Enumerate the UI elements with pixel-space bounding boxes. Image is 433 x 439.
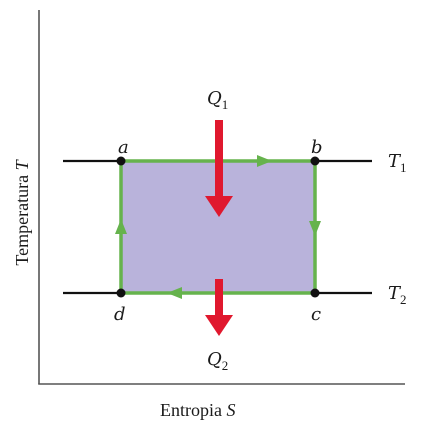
arrow-d-to-a bbox=[115, 219, 127, 234]
label-d: d bbox=[114, 304, 126, 325]
label-t2: T2 bbox=[388, 283, 407, 307]
arrow-b-to-c bbox=[309, 221, 321, 236]
point-c bbox=[310, 288, 320, 298]
label-c: c bbox=[311, 304, 321, 325]
label-a: a bbox=[118, 137, 129, 158]
arrow-a-to-b bbox=[257, 155, 272, 167]
point-d bbox=[116, 288, 126, 298]
heat-out-arrow bbox=[205, 279, 233, 336]
y-axis-title: Temperatura T bbox=[12, 158, 32, 265]
label-t1: T1 bbox=[388, 151, 407, 175]
label-q1: Q1 bbox=[207, 88, 228, 112]
arrow-c-to-d bbox=[167, 287, 182, 299]
point-b bbox=[310, 156, 320, 166]
heat-in-arrow bbox=[205, 120, 233, 217]
x-axis-title: Entropia S bbox=[160, 400, 235, 420]
point-a bbox=[116, 156, 126, 166]
label-q2: Q2 bbox=[207, 349, 228, 373]
label-b: b bbox=[311, 137, 323, 158]
